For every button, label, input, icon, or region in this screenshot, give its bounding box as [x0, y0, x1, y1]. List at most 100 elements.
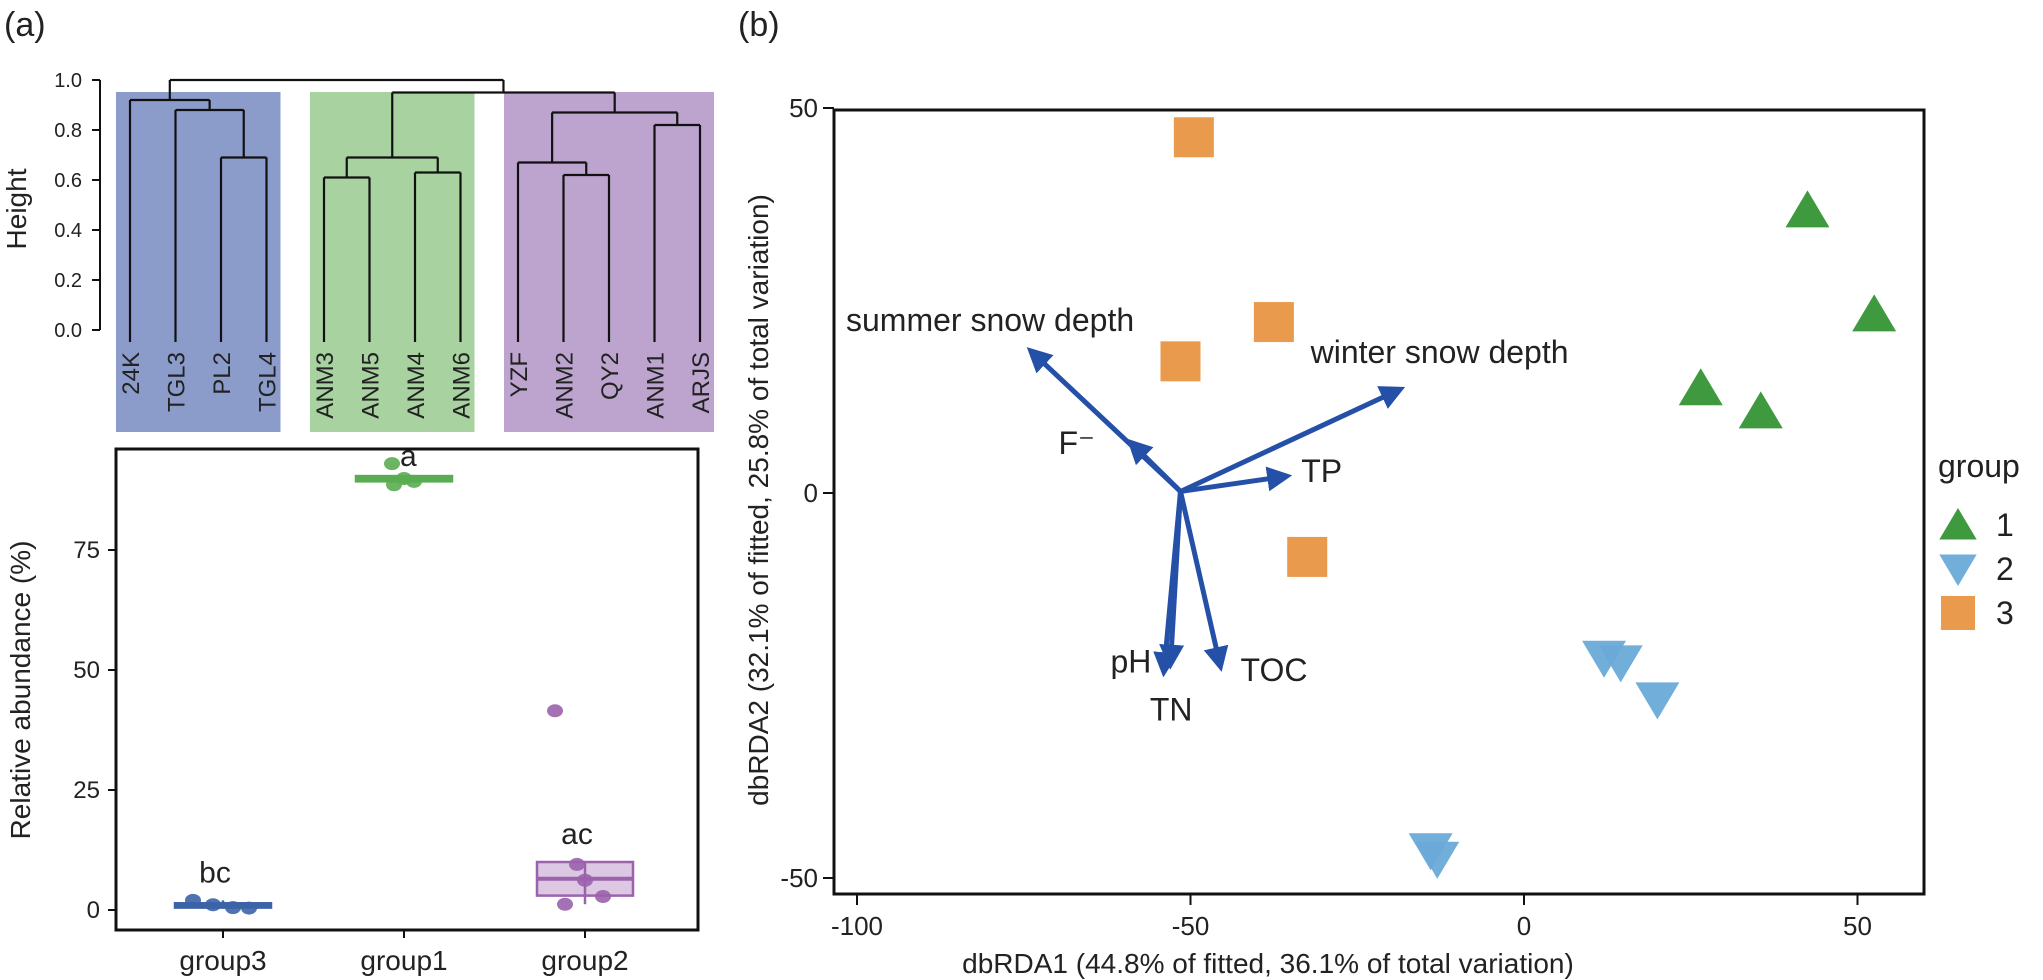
boxplot-point — [386, 478, 402, 492]
dbrda-point-group-1 — [1852, 294, 1897, 332]
leaf-label: QY2 — [597, 352, 624, 400]
panel-label-a: (a) — [4, 6, 46, 44]
leaf-label: ANM3 — [312, 352, 339, 419]
dbrda-x-tick-label: 50 — [1843, 911, 1872, 941]
dbrda-vector — [1178, 490, 1229, 672]
cluster-background-group3 — [116, 92, 281, 432]
dbrda-point-group-3 — [1287, 536, 1328, 577]
dbrda-x-tick-label: -50 — [1172, 911, 1210, 941]
leaf-label: ANM1 — [643, 352, 670, 419]
dbrda-vector-label: winter snow depth — [1310, 334, 1569, 370]
boxplot-marks: bc a ac — [173, 440, 635, 915]
dbrda-vector-label: F⁻ — [1058, 425, 1094, 461]
boxplot-y-tick-label: 75 — [73, 537, 100, 564]
dbrda-point-group-1 — [1785, 190, 1830, 228]
leaf-label: PL2 — [209, 352, 236, 395]
legend-title: group — [1938, 448, 2020, 484]
dendrogram-tick-label: 1.0 — [54, 70, 82, 92]
dendrogram-y-label: Height — [1, 168, 32, 249]
legend-items: 1 2 3 — [1939, 507, 2014, 631]
dbrda-y-tick-label: -50 — [780, 863, 818, 893]
boxplot-point — [205, 898, 221, 912]
dendrogram-panel: 0.0 0.2 0.4 0.6 0.8 1.0 24K TGL3 PL2 TGL4 ANM3 ANM… — [1, 70, 715, 432]
boxplot-y-tick-label: 0 — [87, 897, 100, 924]
dbrda-vector — [1179, 386, 1406, 494]
dbrda-point-group-1 — [1678, 368, 1723, 406]
dbrda-points — [1160, 117, 1897, 879]
dbrda-vector-label: TP — [1301, 453, 1342, 489]
dbrda-vector — [1126, 438, 1183, 494]
dbrda-point-group-3 — [1173, 117, 1214, 158]
leaf-label: ANM4 — [403, 352, 430, 419]
dendrogram-tick-label: 0.6 — [54, 170, 82, 192]
legend-label: 1 — [1996, 507, 2014, 543]
dbrda-point-group-3 — [1160, 341, 1201, 382]
dbrda-vector — [1153, 491, 1183, 678]
boxplot-y-tick-label: 25 — [73, 777, 100, 804]
dendrogram-leaf-labels: 24K TGL3 PL2 TGL4 ANM3 ANM5 ANM4 ANM6 YZF ANM2 QY2… — [118, 352, 715, 419]
dbrda-y-tick-label: 0 — [804, 478, 818, 508]
boxplot-y-tick-label: 50 — [73, 657, 100, 684]
leaf-label: ANM2 — [552, 352, 579, 419]
panel-label-b: (b) — [738, 6, 780, 44]
cluster-backgrounds — [116, 92, 714, 432]
leaf-label: ARJS — [688, 352, 715, 413]
dendrogram-links — [128, 78, 702, 342]
dendrogram-tick-label: 0.2 — [54, 270, 82, 292]
dbrda-point-group-1 — [1738, 391, 1783, 429]
boxplot-frame — [114, 447, 700, 932]
dendrogram-tick-label: 0.8 — [54, 120, 82, 142]
boxplot-panel: 0 25 50 75 group3 group1 group2 bc a ac Relative… — [5, 440, 700, 976]
dbrda-point-group-2 — [1635, 682, 1680, 720]
boxplot-point — [406, 474, 422, 488]
boxplot-axes: 0 25 50 75 group3 group1 group2 — [73, 537, 628, 976]
dbrda-point-group-2 — [1415, 841, 1460, 879]
boxplot-x-tick-label: group1 — [360, 945, 447, 976]
legend-label: 3 — [1996, 595, 2014, 631]
dbrda-x-tick-label: 0 — [1517, 911, 1531, 941]
leaf-label: TGL3 — [164, 352, 191, 412]
boxplot-point — [241, 901, 257, 915]
dendrogram-tick-label: 0.0 — [54, 320, 82, 342]
leaf-label: TGL4 — [255, 352, 282, 412]
dbrda-panel: -100 -50 0 50 -50 0 50 summer snow depth winter… — [743, 93, 2020, 979]
leaf-label: ANM6 — [449, 352, 476, 419]
dbrda-vector-label: TN — [1150, 691, 1193, 727]
boxplot-x-tick-label: group2 — [541, 945, 628, 976]
dbrda-vector-label: TOC — [1241, 652, 1308, 688]
dbrda-x-label: dbRDA1 (44.8% of fitted, 36.1% of total … — [962, 948, 1574, 979]
dbrda-vector — [1180, 466, 1293, 494]
significance-letter: a — [400, 440, 417, 473]
legend-label: 2 — [1996, 551, 2014, 587]
boxplot-point — [384, 457, 400, 471]
dbrda-vectors: summer snow depth winter snow depth F⁻ TP pH… — [846, 302, 1569, 727]
leaf-label: ANM5 — [358, 352, 385, 419]
legend-key-group-3 — [1941, 596, 1975, 630]
dbrda-axes: -100 -50 0 50 -50 0 50 — [780, 93, 1872, 941]
dbrda-y-label: dbRDA2 (32.1% of fitted, 25.8% of total … — [743, 194, 774, 806]
boxplot-y-label: Relative abundance (%) — [5, 541, 36, 840]
legend-key-group-2 — [1939, 554, 1977, 586]
boxplot-point — [557, 897, 573, 911]
legend: group 1 2 3 — [1938, 448, 2020, 631]
boxplot-point — [225, 901, 241, 915]
boxplot-point — [577, 873, 593, 887]
dbrda-vector-label: pH — [1110, 644, 1151, 680]
legend-key-group-1 — [1939, 508, 1977, 540]
dbrda-point-group-3 — [1253, 302, 1294, 343]
boxplot-point — [547, 704, 563, 718]
significance-letter: ac — [561, 818, 593, 851]
significance-letter: bc — [199, 856, 231, 889]
dbrda-y-tick-label: 50 — [789, 93, 818, 123]
dendrogram-tick-label: 0.4 — [54, 220, 82, 242]
dbrda-frame — [832, 108, 1926, 896]
boxplot-x-tick-label: group3 — [179, 945, 266, 976]
boxplot-point — [569, 857, 585, 871]
dendrogram-y-axis: 0.0 0.2 0.4 0.6 0.8 1.0 — [54, 70, 101, 342]
boxplot-point — [185, 893, 201, 907]
leaf-label: 24K — [118, 352, 145, 395]
boxplot-point — [595, 890, 611, 904]
dbrda-vector-label: summer snow depth — [846, 302, 1134, 338]
dbrda-point-group-2 — [1598, 645, 1643, 683]
